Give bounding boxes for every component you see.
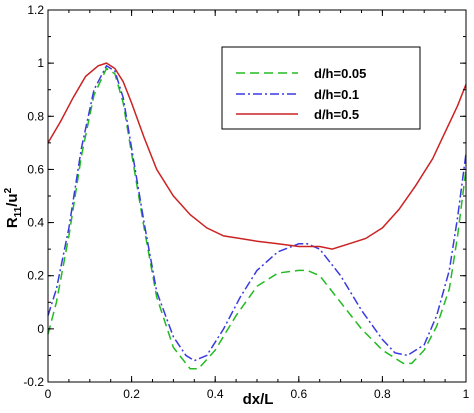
y-axis-title-mid: /u	[4, 193, 21, 206]
y-tick-label: 0.2	[27, 269, 44, 283]
x-tick-label: 0.6	[290, 387, 307, 401]
y-axis-title-base: R	[4, 217, 21, 228]
x-tick-label: 0.2	[123, 387, 140, 401]
y-axis-title-sup: 2	[3, 187, 14, 193]
ticks-layer: 0 0.2 0.4 0.6 0.8 1-0.200.20.40.60.811.2	[23, 3, 469, 401]
y-tick-label: -0.2	[23, 375, 44, 389]
series-line-1	[47, 67, 467, 370]
y-tick-label: 0	[37, 322, 44, 336]
y-tick-label: 0.6	[27, 162, 44, 176]
y-axis-title-sub: 11	[13, 206, 24, 217]
x-tick-label: 0	[45, 387, 52, 401]
x-axis-title: dx/L	[243, 391, 274, 408]
legend-label-series-1: d/h=0.05	[314, 66, 366, 81]
series-line-2	[47, 64, 467, 362]
y-axis-title: R11/u2	[3, 187, 24, 228]
series-line-3	[47, 62, 467, 250]
svg-text:R11/u2: R11/u2	[3, 187, 24, 228]
x-tick-label: 0.4	[207, 387, 224, 401]
legend-box	[221, 46, 421, 130]
y-tick-label: 0.8	[27, 109, 44, 123]
legend-label-series-3: d/h=0.5	[314, 107, 359, 122]
legend: d/h=0.05 d/h=0.1 d/h=0.5	[221, 46, 421, 130]
legend-label-series-2: d/h=0.1	[314, 87, 359, 102]
series-layer	[47, 62, 467, 370]
x-tick-label: 1	[463, 387, 470, 401]
y-tick-label: 0.4	[27, 216, 44, 230]
y-tick-label: 1	[37, 56, 44, 70]
x-tick-label: 0.8	[374, 387, 391, 401]
y-tick-label: 1.2	[27, 3, 44, 17]
